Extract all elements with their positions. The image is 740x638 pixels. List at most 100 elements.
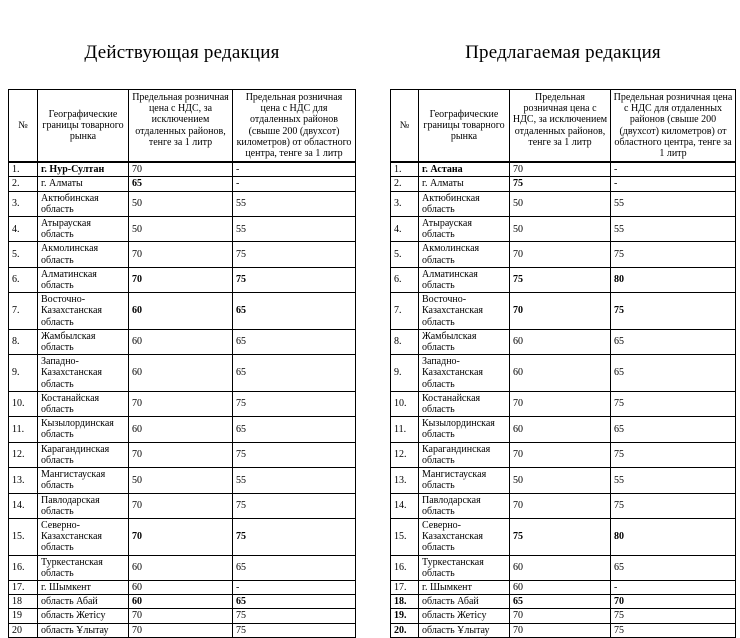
- max-price-cell: 50: [128, 190, 233, 218]
- region-cell: г. Алматы: [37, 176, 129, 192]
- row-number-cell: 3.: [390, 190, 419, 218]
- remote-price-cell: 55: [232, 216, 356, 243]
- remote-price-cell: 75: [610, 292, 736, 330]
- region-cell: Павлодарская область: [37, 492, 129, 519]
- region-cell: Акмолинская область: [37, 241, 129, 268]
- remote-price-cell: 75: [232, 517, 356, 556]
- row-number-cell: 8.: [8, 328, 38, 356]
- region-cell: область Жетісу: [418, 608, 510, 624]
- region-cell: Карагандинская область: [37, 441, 129, 469]
- region-cell: Акмолинская область: [418, 241, 510, 268]
- remote-price-cell: 55: [610, 216, 736, 243]
- remote-price-cell: 75: [232, 441, 356, 469]
- region-cell: Северно-Казахстанская область: [37, 517, 129, 556]
- row-number-cell: 4.: [390, 216, 419, 243]
- remote-price-cell: 75: [610, 241, 736, 268]
- table-row: 15. Северно-Казахстанская область 70 75: [8, 517, 356, 556]
- table-row: 15. Северно-Казахстанская область 75 80: [390, 517, 736, 556]
- table-row: 10. Костанайская область 70 75: [8, 390, 356, 418]
- max-price-cell: 60: [509, 416, 611, 443]
- column-header-1: Географические границы товарного рынка: [418, 89, 510, 164]
- remote-price-cell: 75: [610, 492, 736, 519]
- row-number-cell: 16.: [390, 554, 419, 581]
- region-cell: область Жетісу: [37, 608, 129, 624]
- row-number-cell: 17.: [8, 579, 38, 596]
- remote-price-cell: 65: [610, 328, 736, 356]
- max-price-cell: 70: [509, 390, 611, 418]
- table-row: 12. Карагандинская область 70 75: [8, 441, 356, 469]
- table-row: 8. Жамбылская область 60 65: [390, 328, 736, 356]
- table-row: 14. Павлодарская область 70 75: [8, 492, 356, 519]
- row-number-cell: 9.: [390, 354, 419, 392]
- row-number-cell: 20.: [390, 622, 419, 638]
- remote-price-cell: 65: [232, 292, 356, 330]
- region-cell: Восточно-Казахстанская область: [418, 292, 510, 330]
- table-row: 1. г. Астана 70-: [390, 161, 736, 178]
- max-price-cell: 60: [128, 594, 233, 610]
- table-row: 4. Атырауская область 50 55: [8, 216, 356, 243]
- remote-price-cell: 65: [610, 354, 736, 392]
- table-row: 18 область Абай 60 65: [8, 594, 356, 610]
- max-price-cell: 70: [128, 517, 233, 556]
- column-header-0: №: [390, 89, 419, 164]
- region-cell: Костанайская область: [418, 390, 510, 418]
- max-price-cell: 70: [128, 241, 233, 268]
- column-header-3: Предельная розничная цена с НДС для отда…: [610, 89, 736, 164]
- row-number-cell: 5.: [8, 241, 38, 268]
- table-row: 4. Атырауская область 50 55: [390, 216, 736, 243]
- proposed-edition-section: Предлагаемая редакция № Географические гр…: [390, 42, 736, 638]
- remote-price-cell: 65: [610, 554, 736, 581]
- row-number-cell: 18: [8, 594, 38, 610]
- remote-price-cell: -: [610, 161, 736, 178]
- remote-price-cell: 70: [610, 594, 736, 610]
- max-price-cell: 60: [128, 416, 233, 443]
- row-number-cell: 19: [8, 608, 38, 624]
- region-cell: Актюбинская область: [37, 190, 129, 218]
- region-cell: Атырауская область: [37, 216, 129, 243]
- region-cell: Западно-Казахстанская область: [37, 354, 129, 392]
- proposed-edition-table: № Географические границы товарного рынка П…: [390, 89, 736, 638]
- column-header-2: Предельная розничная цена с НДС, за искл…: [128, 89, 233, 164]
- table-row: 16. Туркестанская область 60 65: [390, 554, 736, 581]
- max-price-cell: 60: [509, 328, 611, 356]
- region-cell: Карагандинская область: [418, 441, 510, 469]
- row-number-cell: 12.: [390, 441, 419, 469]
- region-cell: область Абай: [37, 594, 129, 610]
- max-price-cell: 60: [128, 354, 233, 392]
- region-cell: Туркестанская область: [418, 554, 510, 581]
- row-number-cell: 10.: [8, 390, 38, 418]
- remote-price-cell: 75: [610, 390, 736, 418]
- row-number-cell: 15.: [8, 517, 38, 556]
- table-row: 7. Восточно-Казахстанская область 60 65: [8, 292, 356, 330]
- region-cell: Мангистауская область: [37, 467, 129, 494]
- region-cell: Актюбинская область: [418, 190, 510, 218]
- region-cell: г. Шымкент: [418, 579, 510, 596]
- region-cell: область Ұлытау: [418, 622, 510, 638]
- max-price-cell: 50: [128, 467, 233, 494]
- remote-price-cell: 65: [232, 416, 356, 443]
- remote-price-cell: 80: [610, 517, 736, 556]
- row-number-cell: 13.: [390, 467, 419, 494]
- table-row: 10. Костанайская область 70 75: [390, 390, 736, 418]
- row-number-cell: 6.: [8, 266, 38, 294]
- max-price-cell: 65: [128, 176, 233, 192]
- remote-price-cell: 55: [610, 190, 736, 218]
- row-number-cell: 14.: [390, 492, 419, 519]
- max-price-cell: 75: [509, 176, 611, 192]
- table-row: 11. Кызылординская область 60 65: [390, 416, 736, 443]
- region-cell: Северно-Казахстанская область: [418, 517, 510, 556]
- region-cell: г. Алматы: [418, 176, 510, 192]
- region-cell: Жамбылская область: [37, 328, 129, 356]
- remote-price-cell: 75: [232, 608, 356, 624]
- table-row: 20. область Ұлытау 70 75: [390, 622, 736, 638]
- region-cell: Мангистауская область: [418, 467, 510, 494]
- remote-price-cell: 75: [232, 492, 356, 519]
- row-number-cell: 5.: [390, 241, 419, 268]
- row-number-cell: 1.: [8, 161, 38, 178]
- current-edition-table-body: 1. г. Нур-Султан 70-2. г. Алматы 65-3. Актюби…: [8, 161, 356, 638]
- row-number-cell: 7.: [390, 292, 419, 330]
- max-price-cell: 75: [509, 517, 611, 556]
- table-row: 5. Акмолинская область 70 75: [390, 241, 736, 268]
- row-number-cell: 15.: [390, 517, 419, 556]
- remote-price-cell: 65: [232, 594, 356, 610]
